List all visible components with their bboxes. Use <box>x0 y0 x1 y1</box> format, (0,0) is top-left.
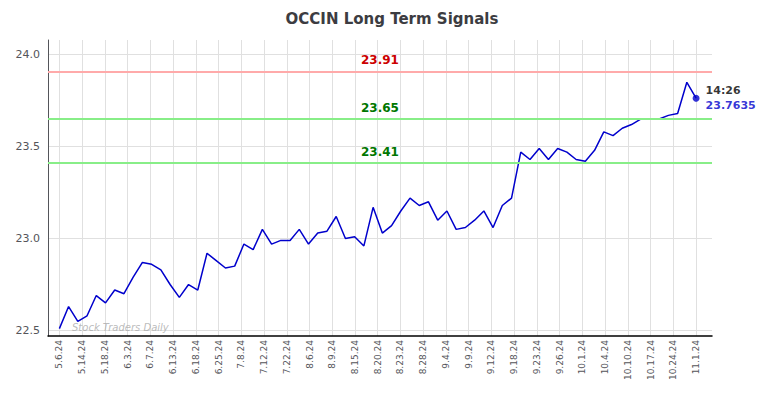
svg-text:8.9.24: 8.9.24 <box>327 340 337 369</box>
svg-text:8.28.24: 8.28.24 <box>418 340 428 375</box>
svg-text:9.12.24: 9.12.24 <box>486 340 496 375</box>
svg-text:24.0: 24.0 <box>16 48 41 61</box>
svg-text:22.5: 22.5 <box>16 324 41 337</box>
svg-text:5.14.24: 5.14.24 <box>77 340 87 375</box>
svg-text:14:26: 14:26 <box>706 84 741 97</box>
svg-text:10.17.24: 10.17.24 <box>646 340 656 380</box>
svg-text:5.18.24: 5.18.24 <box>100 340 110 375</box>
svg-text:9.9.24: 9.9.24 <box>464 340 474 369</box>
svg-text:6.7.24: 6.7.24 <box>145 340 155 369</box>
svg-text:11.1.24: 11.1.24 <box>691 340 701 375</box>
svg-text:Stock Traders Daily: Stock Traders Daily <box>72 322 170 333</box>
svg-text:8.6.24: 8.6.24 <box>305 340 315 369</box>
svg-text:6.13.24: 6.13.24 <box>168 340 178 375</box>
svg-text:7.22.24: 7.22.24 <box>282 340 292 375</box>
svg-text:8.20.24: 8.20.24 <box>373 340 383 375</box>
svg-text:10.10.24: 10.10.24 <box>623 340 633 380</box>
svg-text:23.7635: 23.7635 <box>706 99 756 112</box>
svg-text:23.41: 23.41 <box>361 145 399 159</box>
svg-text:5.6.24: 5.6.24 <box>54 340 64 369</box>
svg-text:23.5: 23.5 <box>16 140 41 153</box>
svg-text:6.25.24: 6.25.24 <box>214 340 224 375</box>
svg-text:7.12.24: 7.12.24 <box>259 340 269 375</box>
svg-text:7.8.24: 7.8.24 <box>236 340 246 369</box>
svg-text:23.65: 23.65 <box>361 101 399 115</box>
svg-text:9.4.24: 9.4.24 <box>441 340 451 369</box>
svg-text:6.3.24: 6.3.24 <box>123 340 133 369</box>
svg-text:10.4.24: 10.4.24 <box>600 340 610 375</box>
svg-text:9.23.24: 9.23.24 <box>532 340 542 375</box>
svg-text:9.18.24: 9.18.24 <box>509 340 519 375</box>
svg-text:8.15.24: 8.15.24 <box>350 340 360 375</box>
svg-text:23.0: 23.0 <box>16 232 41 245</box>
svg-text:6.18.24: 6.18.24 <box>191 340 201 375</box>
svg-text:10.1.24: 10.1.24 <box>577 340 587 375</box>
svg-text:OCCIN Long Term Signals: OCCIN Long Term Signals <box>286 10 499 28</box>
svg-text:10.24.24: 10.24.24 <box>668 340 678 380</box>
svg-text:8.23.24: 8.23.24 <box>395 340 405 375</box>
svg-text:9.26.24: 9.26.24 <box>555 340 565 375</box>
svg-text:23.91: 23.91 <box>361 53 399 67</box>
